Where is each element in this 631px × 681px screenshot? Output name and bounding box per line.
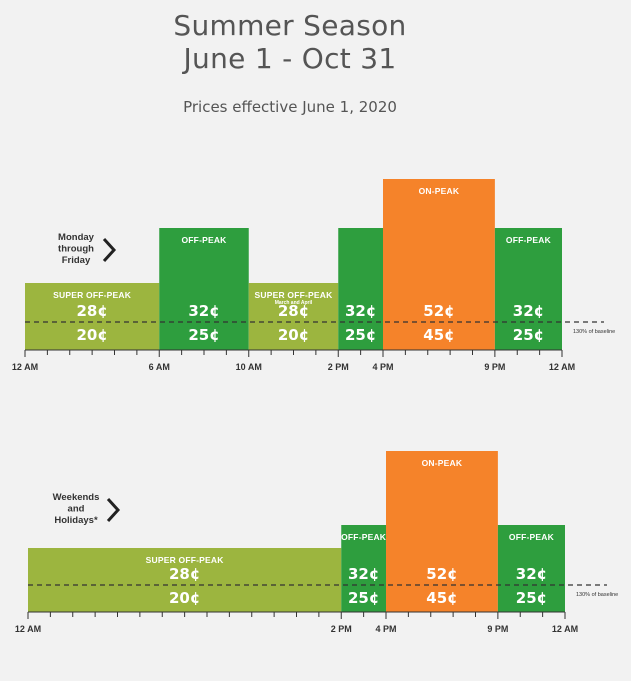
baseline-label: 130% of baseline: [576, 592, 618, 598]
chevron-right-icon: [106, 497, 121, 523]
price-below-baseline: 20¢: [169, 589, 200, 607]
price-below-baseline: 20¢: [76, 326, 107, 344]
price-above-baseline: 32¢: [516, 565, 547, 583]
baseline-label: 130% of baseline: [573, 329, 615, 335]
period-label: OFF-PEAK: [181, 235, 227, 245]
bar-off-peak: [341, 525, 386, 612]
x-tick-label: 6 AM: [149, 362, 170, 372]
day-label-line: and: [68, 504, 85, 515]
period-label: OFF-PEAK: [506, 235, 552, 245]
x-tick-label: 10 AM: [236, 362, 262, 372]
price-below-baseline: 25¢: [513, 326, 544, 344]
chevron-right-icon: [102, 237, 117, 263]
x-tick-label: 12 AM: [15, 624, 41, 634]
bar-super-off-peak: [28, 548, 342, 612]
x-tick-label: 4 PM: [372, 362, 393, 372]
price-below-baseline: 25¢: [348, 589, 379, 607]
period-label: SUPER OFF-PEAK: [146, 555, 225, 565]
bar-off-peak: [159, 228, 249, 350]
price-above-baseline: 28¢: [76, 302, 107, 320]
x-tick-label: 9 PM: [487, 624, 508, 634]
price-below-baseline: 25¢: [516, 589, 547, 607]
price-above-baseline: 28¢: [169, 565, 200, 583]
day-label-line: Monday: [58, 232, 95, 243]
x-tick-label: 12 AM: [549, 362, 575, 372]
price-above-baseline: 52¢: [426, 565, 457, 583]
price-below-baseline: 20¢: [278, 326, 309, 344]
x-tick-label: 12 AM: [12, 362, 38, 372]
period-label: ON-PEAK: [419, 186, 460, 196]
period-label: SUPER OFF-PEAK: [255, 290, 334, 300]
x-tick-label: 2 PM: [328, 362, 349, 372]
page-title-dates: June 1 - Oct 31: [183, 42, 397, 75]
price-above-baseline: 52¢: [423, 302, 454, 320]
period-label: OFF-PEAK: [341, 532, 387, 542]
price-below-baseline: 45¢: [423, 326, 454, 344]
day-label-line: Weekends: [53, 492, 100, 503]
price-above-baseline: 32¢: [345, 302, 376, 320]
bar-super-off-peak: [25, 283, 160, 350]
bar-off-peak: [338, 228, 383, 350]
x-tick-label: 12 AM: [552, 624, 578, 634]
period-label: ON-PEAK: [422, 458, 463, 468]
price-below-baseline: 25¢: [188, 326, 219, 344]
x-tick-label: 2 PM: [331, 624, 352, 634]
price-above-baseline: 32¢: [188, 302, 219, 320]
price-above-baseline: 32¢: [513, 302, 544, 320]
bar-on-peak: [383, 179, 495, 350]
period-label: SUPER OFF-PEAK: [53, 290, 132, 300]
bar-off-peak: [497, 525, 565, 612]
day-label-line: through: [58, 244, 94, 255]
price-below-baseline: 25¢: [345, 326, 376, 344]
price-above-baseline: 28¢: [278, 302, 309, 320]
x-tick-label: 9 PM: [484, 362, 505, 372]
bar-super-off-peak: [248, 283, 339, 350]
day-label-line: Holidays*: [54, 515, 98, 526]
bar-on-peak: [386, 451, 498, 612]
x-tick-label: 4 PM: [375, 624, 396, 634]
period-label: OFF-PEAK: [509, 532, 555, 542]
day-label-line: Friday: [62, 255, 91, 266]
price-above-baseline: 32¢: [348, 565, 379, 583]
bar-off-peak: [494, 228, 562, 350]
chart-panel-weekday: SUPER OFF-PEAK 28¢ 20¢ OFF-PEAK 32¢ 25¢ SUPER …: [12, 179, 615, 372]
period-sublabel: March and April: [275, 300, 313, 306]
page-subtitle: Prices effective June 1, 2020: [183, 98, 397, 116]
price-below-baseline: 45¢: [426, 589, 457, 607]
page-title-season: Summer Season: [173, 9, 407, 42]
